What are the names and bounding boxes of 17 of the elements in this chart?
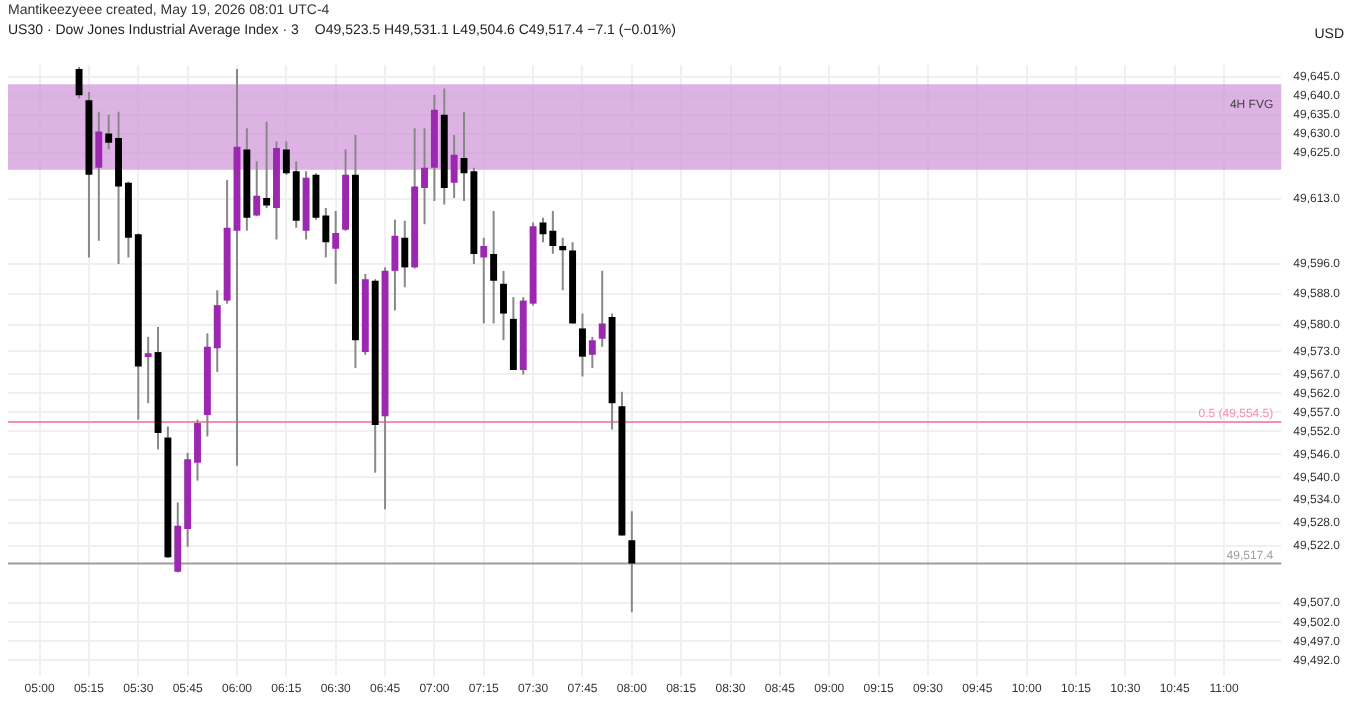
candlestick bbox=[75, 66, 83, 100]
candlestick bbox=[450, 134, 458, 199]
candlestick bbox=[144, 335, 152, 405]
candlestick bbox=[579, 312, 586, 378]
candlestick bbox=[95, 110, 103, 242]
candlestick bbox=[332, 209, 340, 285]
candlestick bbox=[598, 269, 606, 348]
candlestick bbox=[588, 335, 596, 370]
candlestick bbox=[628, 510, 636, 614]
candlestick bbox=[490, 209, 498, 325]
candlestick bbox=[500, 269, 507, 342]
candlestick bbox=[253, 160, 261, 218]
candlestick bbox=[401, 219, 409, 289]
candlestick bbox=[391, 218, 399, 312]
candlestick bbox=[263, 120, 271, 209]
candlestick bbox=[480, 236, 488, 325]
candlestick bbox=[559, 236, 567, 292]
